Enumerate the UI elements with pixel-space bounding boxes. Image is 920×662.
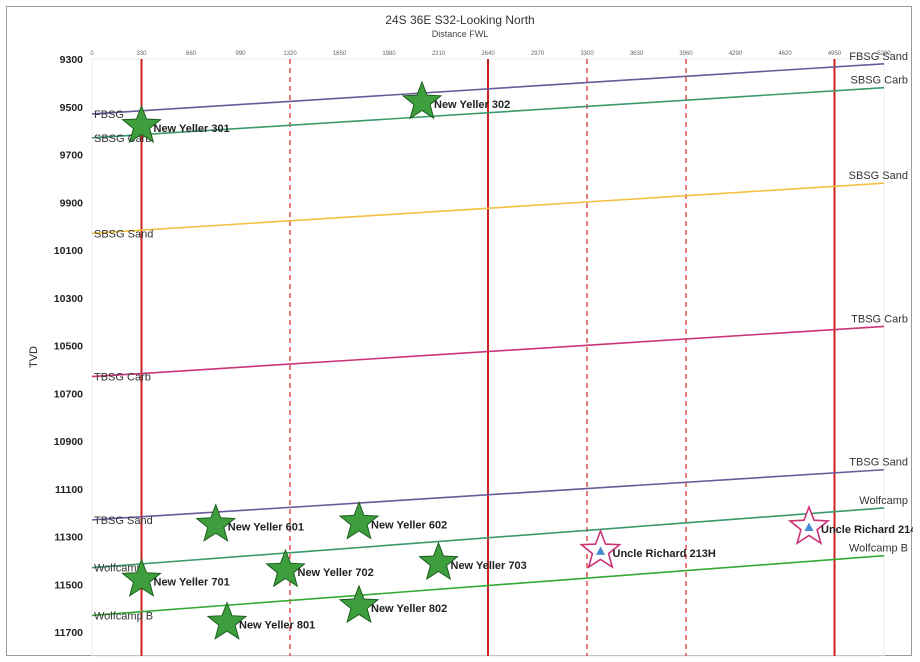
well-star-new-yeller-701	[121, 558, 162, 597]
well-label-new-yeller-602: New Yeller 602	[371, 519, 447, 531]
y-tick-label-11100: 11100	[55, 484, 83, 496]
vertical-lines	[140, 59, 836, 656]
well-star-new-yeller-802	[338, 584, 380, 624]
well-triangle-uncle-richard-214h	[804, 522, 814, 532]
chart: 24S 36E S32-Looking North Distance FWL T…	[28, 13, 913, 657]
y-tick-label-11700: 11700	[54, 627, 83, 639]
x-tick-label-1320: 1320	[283, 51, 297, 57]
y-tick-label-11300: 11300	[54, 532, 83, 544]
x-tick-label-1980: 1980	[382, 51, 396, 57]
x-tick-label-3300: 3300	[580, 51, 594, 57]
x-tick-label-4620: 4620	[778, 51, 792, 57]
well-star-new-yeller-602	[338, 500, 380, 540]
x-tick-label-2640: 2640	[481, 51, 495, 57]
well-label-new-yeller-703: New Yeller 703	[451, 560, 527, 572]
y-tick-label-10900: 10900	[54, 436, 83, 448]
x-tick-label-990: 990	[235, 51, 246, 57]
well-label-uncle-richard-214h: Uncle Richard 214H	[821, 524, 913, 536]
x-tick-label-4950: 4950	[828, 51, 842, 57]
formation-label-left-tbsg-sand: TBSG Sand	[94, 515, 153, 527]
formation-label-left-tbsg-carb: TBSG Carb	[94, 372, 151, 384]
x-tick-label-5280: 5280	[877, 51, 891, 57]
axes: 0 330 660 990 1320 1650 1980 2310 2640 2970 3300 36…	[54, 51, 892, 639]
formation-line-tbsg-carb	[91, 325, 885, 378]
formation-label-left-fbsg-sand: FBSG	[94, 109, 124, 121]
well-label-new-yeller-301: New Yeller 301	[154, 123, 230, 135]
formation-label-right-wolfcamp: Wolfcamp	[859, 495, 908, 507]
well-star-new-yeller-601	[195, 503, 237, 542]
well-star-new-yeller-302	[401, 80, 443, 120]
y-tick-label-9300: 9300	[60, 54, 84, 66]
y-tick-label-10700: 10700	[54, 388, 83, 400]
formation-line-tbsg-sand	[91, 468, 885, 521]
formation-line-sbsg-carb	[91, 86, 885, 139]
x-tick-label-3960: 3960	[679, 51, 693, 57]
y-tick-label-10500: 10500	[54, 341, 83, 353]
y-tick-label-9500: 9500	[60, 102, 84, 114]
well-label-new-yeller-302: New Yeller 302	[434, 99, 510, 111]
x-tick-label-1650: 1650	[333, 51, 347, 57]
formation-label-right-sbsg-sand: SBSG Sand	[849, 170, 908, 182]
x-tick-label-330: 330	[136, 51, 147, 57]
well-star-new-yeller-702	[265, 548, 306, 588]
y-tick-label-10100: 10100	[54, 245, 83, 257]
well-label-new-yeller-802: New Yeller 802	[371, 603, 447, 615]
well-label-new-yeller-601: New Yeller 601	[228, 522, 304, 534]
formation-label-right-fbsg-sand: FBSG Sand	[849, 51, 908, 63]
formation-label-left-wolfcamp: Wolfcamp	[94, 563, 143, 575]
formation-line-sbsg-sand	[91, 182, 885, 235]
formation-label-left-wolfcamp-b: Wolfcamp B	[94, 610, 153, 622]
well-triangle-uncle-richard-213h	[596, 546, 605, 555]
y-tick-label-9700: 9700	[60, 150, 84, 162]
x-tick-label-2970: 2970	[531, 51, 545, 57]
x-tick-label-4290: 4290	[729, 51, 743, 57]
formation-label-left-sbsg-sand: SBSG Sand	[94, 228, 153, 240]
chart-title: 24S 36E S32-Looking North	[385, 13, 534, 27]
well-label-new-yeller-801: New Yeller 801	[239, 620, 315, 632]
y-axis-label: TVD	[28, 346, 40, 368]
formation-label-right-tbsg-sand: TBSG Sand	[849, 457, 908, 469]
well-markers: New Yeller 301 New Yeller 302 New Yeller 6…	[121, 80, 913, 640]
y-tick-label-9900: 9900	[60, 197, 84, 209]
formation-label-right-wolfcamp-b: Wolfcamp B	[849, 543, 908, 555]
y-tick-label-10300: 10300	[54, 293, 83, 305]
formation-line-wolfcamp-b	[91, 554, 885, 617]
well-star-new-yeller-801	[206, 601, 248, 640]
x-tick-label-3630: 3630	[630, 51, 644, 57]
well-label-uncle-richard-213h: Uncle Richard 213H	[613, 548, 716, 560]
formation-label-right-sbsg-carb: SBSG Carb	[851, 75, 908, 87]
y-tick-label-11500: 11500	[54, 579, 83, 591]
well-star-new-yeller-703	[418, 541, 459, 581]
x-tick-label-2310: 2310	[432, 51, 446, 57]
x-tick-label-660: 660	[186, 51, 197, 57]
x-axis-label: Distance FWL	[432, 29, 489, 39]
formation-label-right-tbsg-carb: TBSG Carb	[851, 313, 908, 325]
well-label-new-yeller-702: New Yeller 702	[298, 567, 374, 579]
well-star-new-yeller-301	[121, 104, 162, 144]
formation-line-fbsg-sand	[91, 62, 885, 115]
x-tick-label-0: 0	[90, 51, 94, 57]
formation-line-wolfcamp	[91, 507, 885, 569]
chart-frame: 24S 36E S32-Looking North Distance FWL T…	[6, 6, 913, 657]
well-label-new-yeller-701: New Yeller 701	[154, 577, 230, 589]
